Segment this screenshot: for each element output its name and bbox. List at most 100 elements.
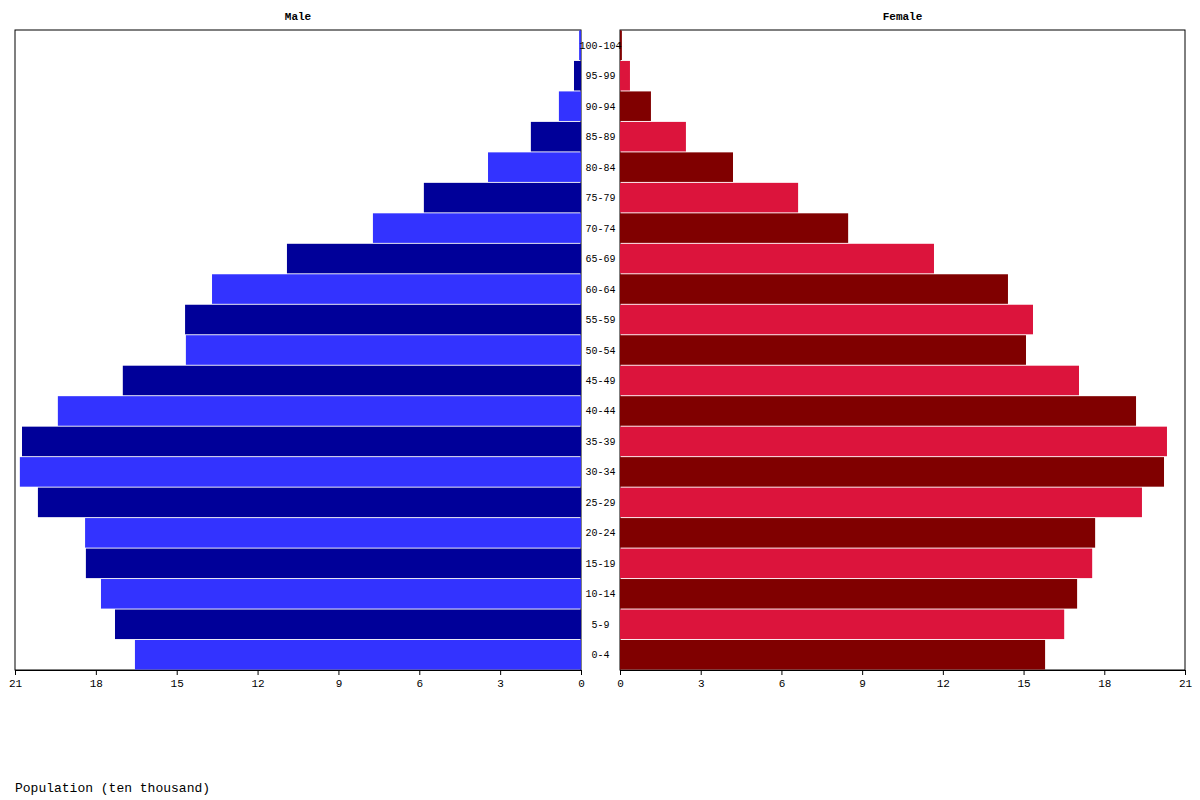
bars (620, 30, 1167, 669)
axis-title: Population (ten thousand) (15, 781, 210, 796)
bar (574, 61, 581, 91)
category-label: 45-49 (585, 376, 615, 387)
bar (38, 488, 581, 518)
plot-frame (620, 30, 1185, 670)
bar (620, 61, 630, 91)
bar (620, 152, 733, 182)
bar (86, 549, 581, 579)
category-label: 60-64 (585, 285, 615, 296)
bar (212, 274, 581, 304)
bar (620, 518, 1095, 548)
category-label: 65-69 (585, 254, 615, 265)
axis-line (621, 671, 1186, 676)
bar (115, 610, 581, 640)
bar (85, 518, 581, 548)
bar (185, 305, 581, 335)
tick-label: 18 (1098, 678, 1111, 690)
tick-label: 15 (171, 678, 184, 690)
category-label: 100-104 (579, 41, 621, 52)
tick-label: 21 (1179, 678, 1193, 690)
tick: 12 (937, 670, 950, 690)
bar (620, 549, 1092, 579)
bar (101, 579, 581, 609)
bar (488, 152, 581, 182)
category-label: 75-79 (585, 193, 615, 204)
tick-label: 0 (578, 678, 585, 690)
category-label: 95-99 (585, 71, 615, 82)
bar (620, 488, 1142, 518)
category-label: 35-39 (585, 437, 615, 448)
chart: 0 3 6 9 12 15 18 21 Male 0 3 6 9 12 15 18 21 Female 0-4 5-9… (0, 0, 1200, 800)
category-labels: 0-45-910-1415-1920-2425-2930-3435-3940-4… (579, 41, 621, 662)
bar (620, 396, 1136, 426)
bar (620, 122, 686, 152)
bar (620, 244, 934, 274)
tick-mark (620, 670, 621, 675)
category-label: 0-4 (591, 650, 609, 661)
category-label: 40-44 (585, 406, 615, 417)
tick-mark (943, 670, 944, 675)
tick: 9 (336, 670, 343, 690)
tick: 6 (779, 670, 786, 690)
tick: 0 (617, 670, 624, 690)
bar (135, 640, 581, 670)
tick-mark (500, 670, 501, 675)
bar (424, 183, 581, 213)
tick: 15 (171, 670, 184, 690)
tick-mark (96, 670, 97, 675)
bar (620, 183, 798, 213)
axis-line (16, 671, 582, 676)
bar (20, 457, 581, 487)
tick-label: 21 (9, 678, 23, 690)
x-axis: 0 3 6 9 12 15 18 21 (9, 670, 585, 690)
tick-mark (862, 670, 863, 675)
tick: 15 (1017, 670, 1030, 690)
category-label: 70-74 (585, 224, 615, 235)
tick: 0 (578, 670, 585, 690)
bar (620, 457, 1164, 487)
tick-mark (419, 670, 420, 675)
bar (373, 213, 581, 243)
bar (186, 335, 581, 365)
category-label: 15-19 (585, 559, 615, 570)
tick: 3 (497, 670, 504, 690)
tick: 6 (416, 670, 423, 690)
bar (620, 640, 1045, 670)
category-label: 80-84 (585, 163, 615, 174)
tick-mark (581, 670, 582, 675)
bar (620, 305, 1033, 335)
plot-frame (15, 30, 581, 670)
bar (620, 274, 1008, 304)
category-label: 50-54 (585, 346, 615, 357)
tick-mark (1185, 670, 1186, 675)
tick: 21 (9, 670, 23, 690)
panel-title: Female (883, 11, 923, 23)
tick-label: 9 (336, 678, 343, 690)
tick-mark (701, 670, 702, 675)
panel-title: Male (285, 11, 312, 23)
tick-label: 18 (90, 678, 103, 690)
bars (20, 30, 581, 669)
bar (123, 366, 581, 396)
bar (620, 610, 1064, 640)
category-label: 20-24 (585, 528, 615, 539)
tick: 12 (251, 670, 264, 690)
tick-label: 12 (937, 678, 950, 690)
tick-mark (258, 670, 259, 675)
tick-label: 3 (497, 678, 504, 690)
category-label: 5-9 (591, 620, 609, 631)
category-label: 30-34 (585, 467, 615, 478)
tick-label: 3 (698, 678, 705, 690)
bar (620, 366, 1079, 396)
tick-label: 9 (859, 678, 866, 690)
tick-label: 0 (617, 678, 624, 690)
tick-mark (15, 670, 16, 675)
tick-label: 12 (251, 678, 264, 690)
tick-mark (1104, 670, 1105, 675)
tick: 3 (698, 670, 705, 690)
tick-mark (1024, 670, 1025, 675)
tick-label: 15 (1017, 678, 1030, 690)
tick-mark (338, 670, 339, 675)
tick-label: 6 (779, 678, 786, 690)
category-label: 85-89 (585, 132, 615, 143)
